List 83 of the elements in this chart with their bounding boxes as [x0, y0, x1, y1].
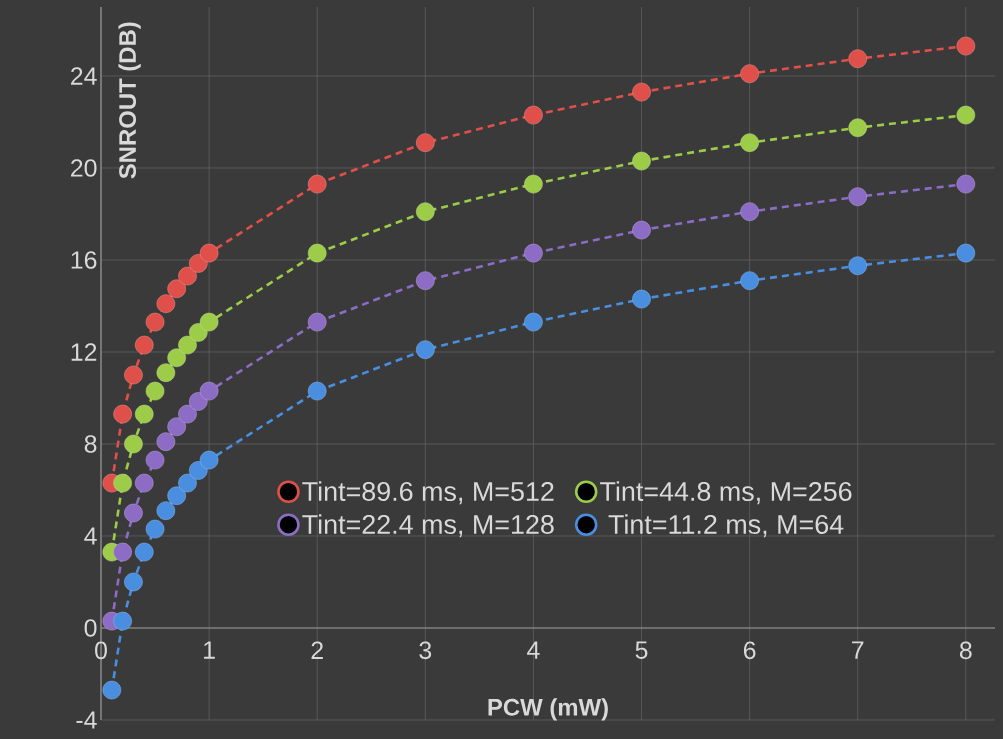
- point: [307, 243, 327, 263]
- point: [632, 289, 651, 309]
- point: [113, 473, 132, 493]
- point: [199, 450, 219, 470]
- x-tick-label: 5: [635, 641, 648, 659]
- point: [199, 381, 219, 401]
- y-tick-label: 12: [71, 343, 97, 361]
- y-tick-label: 20: [71, 159, 97, 177]
- y-axis-title: SNROUT (DB): [118, 22, 141, 179]
- x-tick-label: 7: [852, 641, 864, 659]
- y-tick-label: 4: [84, 527, 97, 545]
- point: [199, 243, 219, 263]
- point: [145, 450, 165, 470]
- point: [956, 174, 976, 194]
- point: [524, 312, 543, 332]
- point: [956, 243, 976, 263]
- point: [145, 519, 165, 539]
- point: [740, 271, 759, 290]
- point: [848, 49, 867, 68]
- point: [178, 266, 197, 286]
- legend-label: Tint=89.6 ms, M=512: [302, 481, 554, 505]
- point: [102, 680, 122, 700]
- point: [956, 105, 976, 125]
- point: [740, 133, 759, 152]
- point: [156, 363, 176, 382]
- point: [307, 381, 327, 401]
- point: [167, 417, 186, 436]
- point: [178, 404, 197, 424]
- point: [135, 404, 154, 424]
- point: [113, 542, 132, 562]
- point: [135, 473, 154, 493]
- point: [124, 365, 143, 385]
- point: [124, 434, 143, 454]
- point: [124, 572, 143, 592]
- point: [167, 279, 186, 298]
- x-tick-label: 6: [743, 641, 756, 660]
- x-axis-title: PCW (mW): [488, 698, 608, 721]
- point: [632, 82, 651, 102]
- point: [145, 312, 165, 332]
- point: [135, 542, 154, 562]
- x-tick-label: 3: [419, 641, 432, 660]
- point: [416, 133, 435, 152]
- point: [135, 335, 154, 355]
- x-tick-label: 8: [959, 641, 972, 660]
- point: [632, 220, 651, 240]
- point: [307, 174, 327, 194]
- point: [416, 271, 435, 290]
- point: [145, 381, 165, 401]
- point: [199, 312, 219, 332]
- y-tick-label: 24: [71, 67, 97, 85]
- point: [113, 611, 132, 631]
- y-tick-label: 8: [84, 435, 97, 453]
- y-tick-label: -4: [76, 711, 97, 729]
- point: [156, 294, 176, 313]
- x-tick-label: 1: [204, 641, 215, 659]
- point: [178, 335, 197, 355]
- point: [956, 36, 976, 56]
- point: [848, 118, 867, 137]
- point: [416, 202, 435, 221]
- point: [524, 174, 543, 194]
- point: [167, 348, 186, 367]
- point: [113, 404, 132, 424]
- point: [167, 486, 186, 505]
- point: [307, 312, 327, 332]
- point: [524, 105, 543, 125]
- point: [848, 187, 867, 206]
- x-tick-label: 4: [527, 641, 540, 659]
- legend-label: Tint=11.2 ms, M=64: [608, 514, 844, 538]
- legend-label: Tint=22.4 ms, M=128: [302, 514, 554, 538]
- point: [124, 503, 143, 523]
- point: [848, 256, 867, 275]
- point: [178, 473, 197, 493]
- point: [740, 64, 759, 83]
- point: [156, 432, 176, 451]
- y-tick-label: 16: [71, 251, 97, 269]
- point: [632, 151, 651, 171]
- point: [740, 202, 759, 221]
- point: [524, 243, 543, 263]
- y-tick-label: 0: [84, 619, 97, 637]
- point: [156, 501, 176, 520]
- legend-label: Tint=44.8 ms, M=256: [600, 481, 852, 505]
- point: [416, 340, 435, 359]
- x-tick-label: 2: [311, 641, 323, 659]
